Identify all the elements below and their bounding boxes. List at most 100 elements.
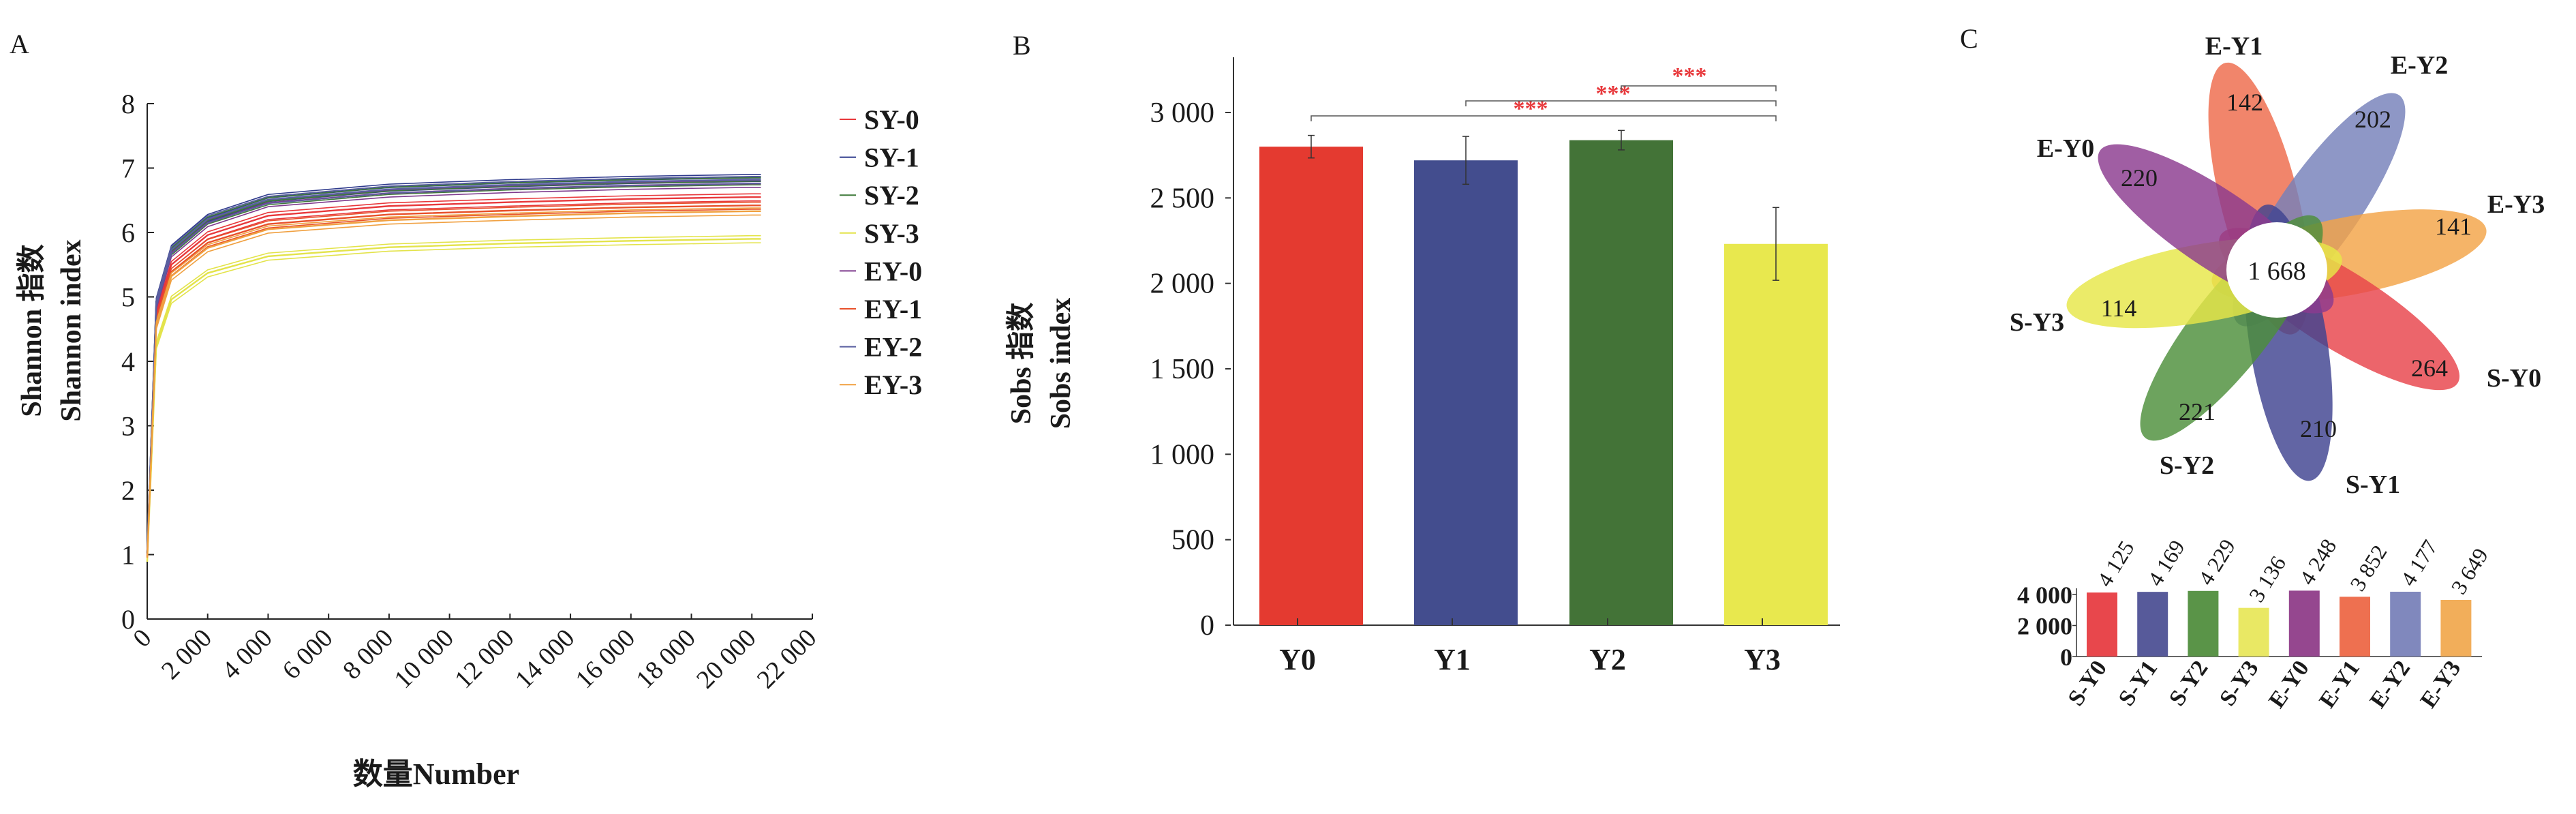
- bar-value-label: 3 649: [2446, 544, 2493, 599]
- x-tick-label: 12 000: [449, 624, 520, 695]
- petal-label: S-Y1: [2346, 470, 2400, 499]
- petal-label: S-Y0: [2487, 364, 2541, 393]
- x-tick-label: Y2: [1589, 643, 1626, 676]
- bar-value-label: 3 136: [2244, 552, 2291, 606]
- series-line-sy-2: [147, 177, 761, 554]
- panel-label-c: C: [1960, 23, 1978, 54]
- series-line-ey-2: [146, 179, 761, 554]
- y-tick-label: 1: [121, 540, 135, 571]
- significance-bracket: [1621, 85, 1777, 91]
- petal-count: 142: [2226, 89, 2263, 116]
- bar-y2: [1569, 140, 1673, 625]
- y-axis-title-cn: Sobs 指数: [1005, 303, 1037, 425]
- x-tick-label: 14 000: [510, 624, 581, 695]
- panel-label-b: B: [1013, 30, 1031, 61]
- y-tick-label: 0: [1200, 610, 1214, 642]
- legend-label: EY-1: [864, 294, 922, 325]
- x-tick-label: S-Y2: [2164, 656, 2213, 710]
- legend-label: SY-2: [864, 180, 919, 211]
- significance-stars: ***: [1672, 63, 1707, 89]
- series-line-ey-3: [147, 214, 761, 558]
- legend-label: EY-3: [864, 370, 922, 400]
- x-tick-label: 18 000: [630, 624, 701, 695]
- x-tick-label: 22 000: [752, 624, 823, 695]
- bar-value-label: 4 229: [2193, 534, 2240, 589]
- series-line-ey-1: [147, 201, 761, 558]
- y-tick-label: 3: [121, 411, 135, 442]
- y-axis-title-cn: Shannon 指数: [16, 244, 48, 417]
- series-line-ey-0: [146, 182, 761, 554]
- y-tick-label: 7: [121, 153, 135, 184]
- petal-label: E-Y0: [2037, 134, 2094, 163]
- bar-value-label: 4 125: [2092, 537, 2139, 591]
- bar-y1: [1414, 160, 1518, 626]
- y-tick-label: 500: [1171, 525, 1214, 556]
- x-tick-label: S-Y3: [2215, 656, 2263, 710]
- bar-s-y2: [2188, 590, 2219, 657]
- bar-e-y0: [2288, 590, 2320, 657]
- core-ellipse: [2226, 222, 2327, 318]
- series-line-sy-0: [147, 193, 761, 556]
- significance-bracket: [1465, 100, 1777, 106]
- x-tick-label: 4 000: [217, 624, 278, 685]
- petal-count: 220: [2121, 164, 2158, 192]
- bar-value-label: 4 248: [2295, 534, 2342, 589]
- series-line-sy-1: [147, 174, 761, 553]
- series-line-sy-0: [147, 200, 761, 556]
- bar-s-y1: [2137, 592, 2168, 657]
- legend-label: EY-0: [864, 256, 922, 286]
- y-tick-label: 4: [121, 346, 135, 377]
- y-tick-label: 6: [121, 217, 135, 248]
- significance-bracket: [1310, 115, 1777, 121]
- bar-value-label: 3 852: [2345, 541, 2392, 595]
- series-line-ey-2: [147, 175, 761, 554]
- x-tick-label: 2 000: [156, 624, 217, 685]
- x-tick-label: Y3: [1744, 643, 1781, 676]
- x-tick-label: E-Y1: [2314, 656, 2365, 712]
- y-tick-label: 3 000: [1150, 97, 1215, 129]
- bar-s-y0: [2087, 592, 2117, 657]
- petal-count: 141: [2435, 213, 2472, 240]
- panel-label-a: A: [10, 29, 29, 59]
- x-tick-label: 20 000: [691, 624, 762, 695]
- series-line-ey-0: [147, 187, 761, 554]
- x-tick-label: 6 000: [277, 624, 338, 685]
- legend-label: EY-2: [864, 332, 922, 363]
- x-tick-label: Y0: [1279, 643, 1316, 676]
- bar-y3: [1724, 243, 1828, 625]
- series-line-sy-3: [146, 238, 761, 562]
- petal-count: 221: [2179, 398, 2215, 425]
- significance-stars: ***: [1514, 96, 1548, 121]
- petal-count: 264: [2411, 355, 2448, 382]
- y-tick-label: 0: [2060, 644, 2072, 671]
- petal-label: S-Y2: [2160, 451, 2214, 480]
- y-axis-title: Sobs index: [1045, 298, 1077, 429]
- petal-count: 202: [2355, 106, 2391, 133]
- y-tick-label: 5: [121, 282, 135, 313]
- petal-label: E-Y2: [2391, 51, 2448, 80]
- bar-e-y2: [2390, 591, 2421, 657]
- series-line-sy-3: [147, 235, 761, 562]
- y-tick-label: 1 000: [1150, 439, 1215, 470]
- series-line-ey-1: [146, 205, 761, 558]
- y-tick-label: 2 500: [1150, 183, 1215, 214]
- y-tick-label: 1 500: [1150, 354, 1215, 385]
- x-tick-label: 10 000: [388, 624, 459, 695]
- series-line-sy-3: [147, 242, 761, 562]
- bar-value-label: 4 169: [2143, 536, 2190, 590]
- bar-value-label: 4 177: [2395, 536, 2442, 590]
- y-tick-label: 8: [121, 89, 135, 119]
- x-tick-label: E-Y2: [2365, 656, 2416, 712]
- significance-stars: ***: [1596, 81, 1631, 106]
- bar-y0: [1259, 147, 1363, 626]
- series-line-sy-0: [146, 196, 761, 556]
- x-axis-title: 数量Number: [353, 757, 519, 791]
- legend-label: SY-1: [864, 142, 919, 173]
- petal-count: 210: [2300, 415, 2337, 442]
- bar-e-y1: [2340, 597, 2370, 657]
- series-line-sy-1: [146, 177, 761, 553]
